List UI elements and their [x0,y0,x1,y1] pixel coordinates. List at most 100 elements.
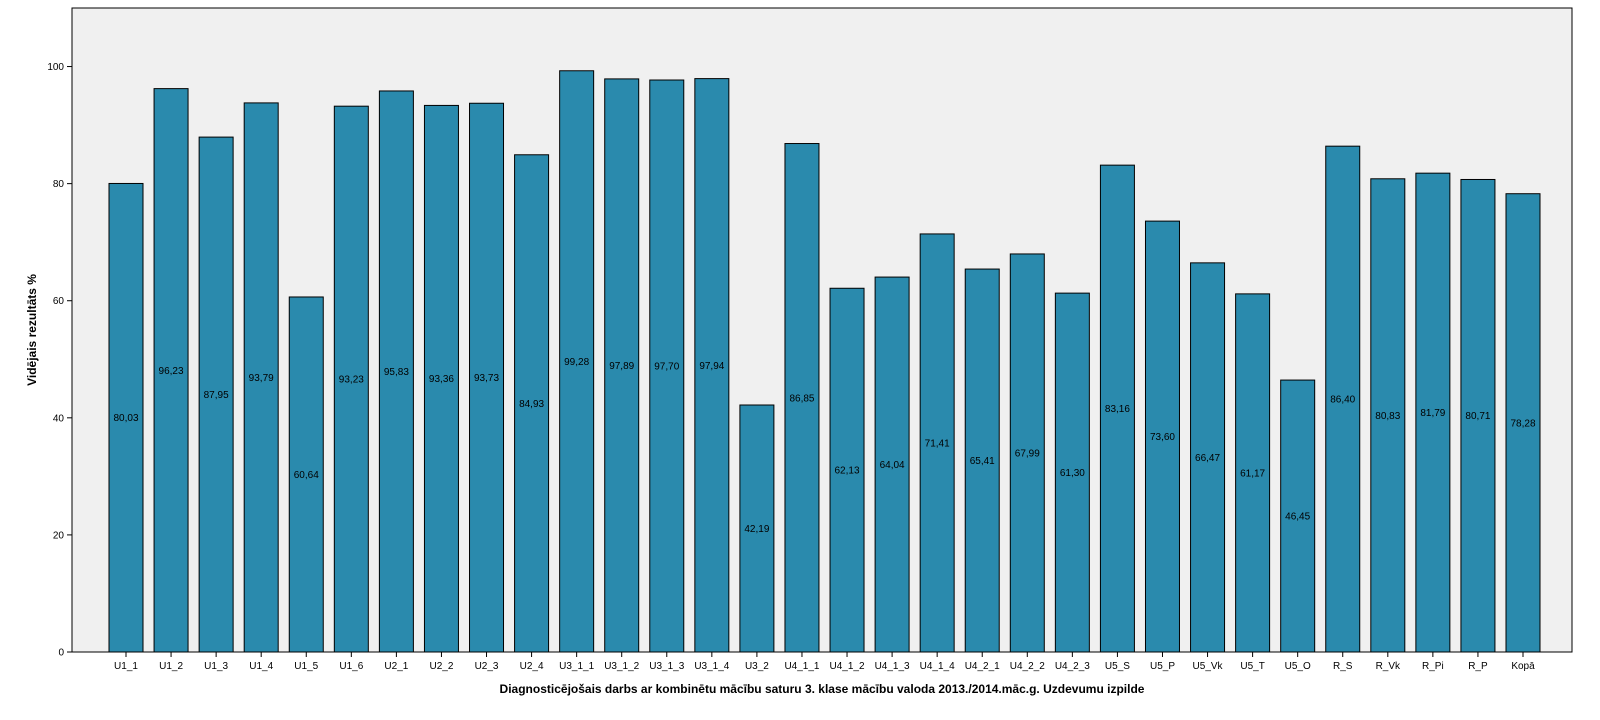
y-tick-label: 20 [53,530,65,541]
bar-U5_O [1280,379,1316,653]
y-tick-label: 60 [53,296,65,307]
x-tick-label-U1_5: U1_5 [294,661,318,672]
x-tick-label-U1_4: U1_4 [249,661,273,672]
data-label-R_S: 86,40 [1330,395,1355,406]
bar-U2_2 [423,104,459,653]
x-tick-label-U2_3: U2_3 [475,661,499,672]
data-label-U1_4: 93,79 [249,373,274,384]
bar-Kopā [1505,193,1541,653]
x-tick-label-R_P: R_P [1468,661,1488,672]
bar-U3_2 [739,404,775,653]
x-tick-label-U1_6: U1_6 [339,661,363,672]
x-tick-label-U5_Vk: U5_Vk [1193,661,1224,672]
data-label-U5_S: 83,16 [1105,404,1130,415]
data-label-U1_2: 96,23 [159,366,184,377]
x-tick-label-U4_2_3: U4_2_3 [1055,661,1090,672]
data-label-U2_3: 93,73 [474,373,499,384]
bar-U3_1_3 [649,79,685,653]
x-tick-label-U4_2_1: U4_2_1 [965,661,1000,672]
bar-U4_2_2 [1009,253,1045,653]
y-tick-label: 80 [53,179,65,190]
y-axis: 0 20 40 60 80 100 [47,62,72,659]
x-tick-label-U1_2: U1_2 [159,661,183,672]
x-tick-label-U3_1_2: U3_1_2 [604,661,639,672]
bar-U4_1_1 [784,143,820,653]
x-tick-label-U2_2: U2_2 [429,661,453,672]
bar-R_Pi [1415,172,1451,653]
bar-U3_1_2 [604,78,640,653]
data-label-U1_6: 93,23 [339,375,364,386]
bar-R_P [1460,178,1496,653]
x-tick-label-Kopā: Kopā [1511,661,1535,672]
x-tick-label-R_Pi: R_Pi [1422,661,1444,672]
bar-U2_1 [378,90,414,653]
bar-U2_4 [514,154,550,653]
x-tick-label-U2_4: U2_4 [520,661,544,672]
x-tick-label-U3_1_4: U3_1_4 [694,661,729,672]
x-tick-label-R_S: R_S [1333,661,1353,672]
data-label-U2_1: 95,83 [384,367,409,378]
data-label-U4_2_2: 67,99 [1015,448,1040,459]
data-label-U3_1_3: 97,70 [654,362,679,373]
bar-U5_Vk [1190,262,1226,653]
bars: 80,03 96,23 87,95 93,79 60,64 93,23 95,83 93,36… [108,70,1541,653]
bar-U1_3 [198,136,234,653]
data-label-U3_1_2: 97,89 [609,361,634,372]
x-tick-label-U4_1_1: U4_1_1 [784,661,819,672]
bar-U4_1_4 [919,233,955,653]
x-tick-label-U3_1_3: U3_1_3 [649,661,684,672]
bar-U5_S [1099,164,1135,653]
data-label-U5_T: 61,17 [1240,468,1265,479]
data-label-U1_3: 87,95 [204,390,229,401]
data-label-Kopā: 78,28 [1510,418,1535,429]
bar-U3_1_1 [559,70,595,653]
bar-U2_3 [469,102,505,653]
data-label-U5_Vk: 66,47 [1195,453,1220,464]
data-label-U3_1_4: 97,94 [699,361,724,372]
data-label-R_P: 80,71 [1465,411,1490,422]
x-tick-label-U3_2: U3_2 [745,661,769,672]
bar-U4_1_2 [829,287,865,653]
data-label-U5_P: 73,60 [1150,432,1175,443]
x-tick-label-U5_O: U5_O [1285,661,1311,672]
x-tick-label-U3_1_1: U3_1_1 [559,661,594,672]
data-label-U4_2_1: 65,41 [970,456,995,467]
data-label-U3_2: 42,19 [744,524,769,535]
y-axis-title: Vidējais rezultāts % [25,274,39,386]
data-label-U4_1_4: 71,41 [925,438,950,449]
x-tick-label-U5_P: U5_P [1150,661,1175,672]
x-tick-label-U4_2_2: U4_2_2 [1010,661,1045,672]
data-label-U2_4: 84,93 [519,399,544,410]
bar-U1_1 [108,182,144,653]
bar-U1_5 [288,296,324,653]
bar-U4_1_3 [874,276,910,653]
x-tick-label-U5_T: U5_T [1240,661,1264,672]
bar-U4_2_3 [1054,292,1090,653]
x-tick-label-U1_1: U1_1 [114,661,138,672]
x-tick-label-U2_1: U2_1 [384,661,408,672]
data-label-U2_2: 93,36 [429,374,454,385]
x-tick-label-U4_1_3: U4_1_3 [875,661,910,672]
x-tick-label-U4_1_2: U4_1_2 [830,661,865,672]
bar-U5_T [1235,293,1271,653]
data-label-U4_1_1: 86,85 [789,393,814,404]
x-axis: U1_1 U1_2 U1_3 U1_4 U1_5 U1_6 U2_1 U2_2 U2_3 U2_4… [114,652,1535,672]
data-label-U5_O: 46,45 [1285,512,1310,523]
y-tick-label: 40 [53,413,65,424]
data-label-U4_2_3: 61,30 [1060,468,1085,479]
x-tick-label-U5_S: U5_S [1105,661,1130,672]
bar-U1_4 [243,102,279,653]
data-label-U1_5: 60,64 [294,470,319,481]
data-label-U3_1_1: 99,28 [564,357,589,368]
bar-U1_2 [153,88,189,653]
x-axis-title: Diagnosticējošais darbs ar kombinētu māc… [500,682,1145,696]
bar-U3_1_4 [694,78,730,653]
data-label-U4_1_3: 64,04 [880,460,905,471]
data-label-R_Vk: 80,83 [1375,411,1400,422]
y-tick-label: 100 [47,62,64,73]
y-tick-label: 0 [58,648,64,659]
data-label-U4_1_2: 62,13 [835,466,860,477]
x-tick-label-U1_3: U1_3 [204,661,228,672]
data-label-R_Pi: 81,79 [1420,408,1445,419]
